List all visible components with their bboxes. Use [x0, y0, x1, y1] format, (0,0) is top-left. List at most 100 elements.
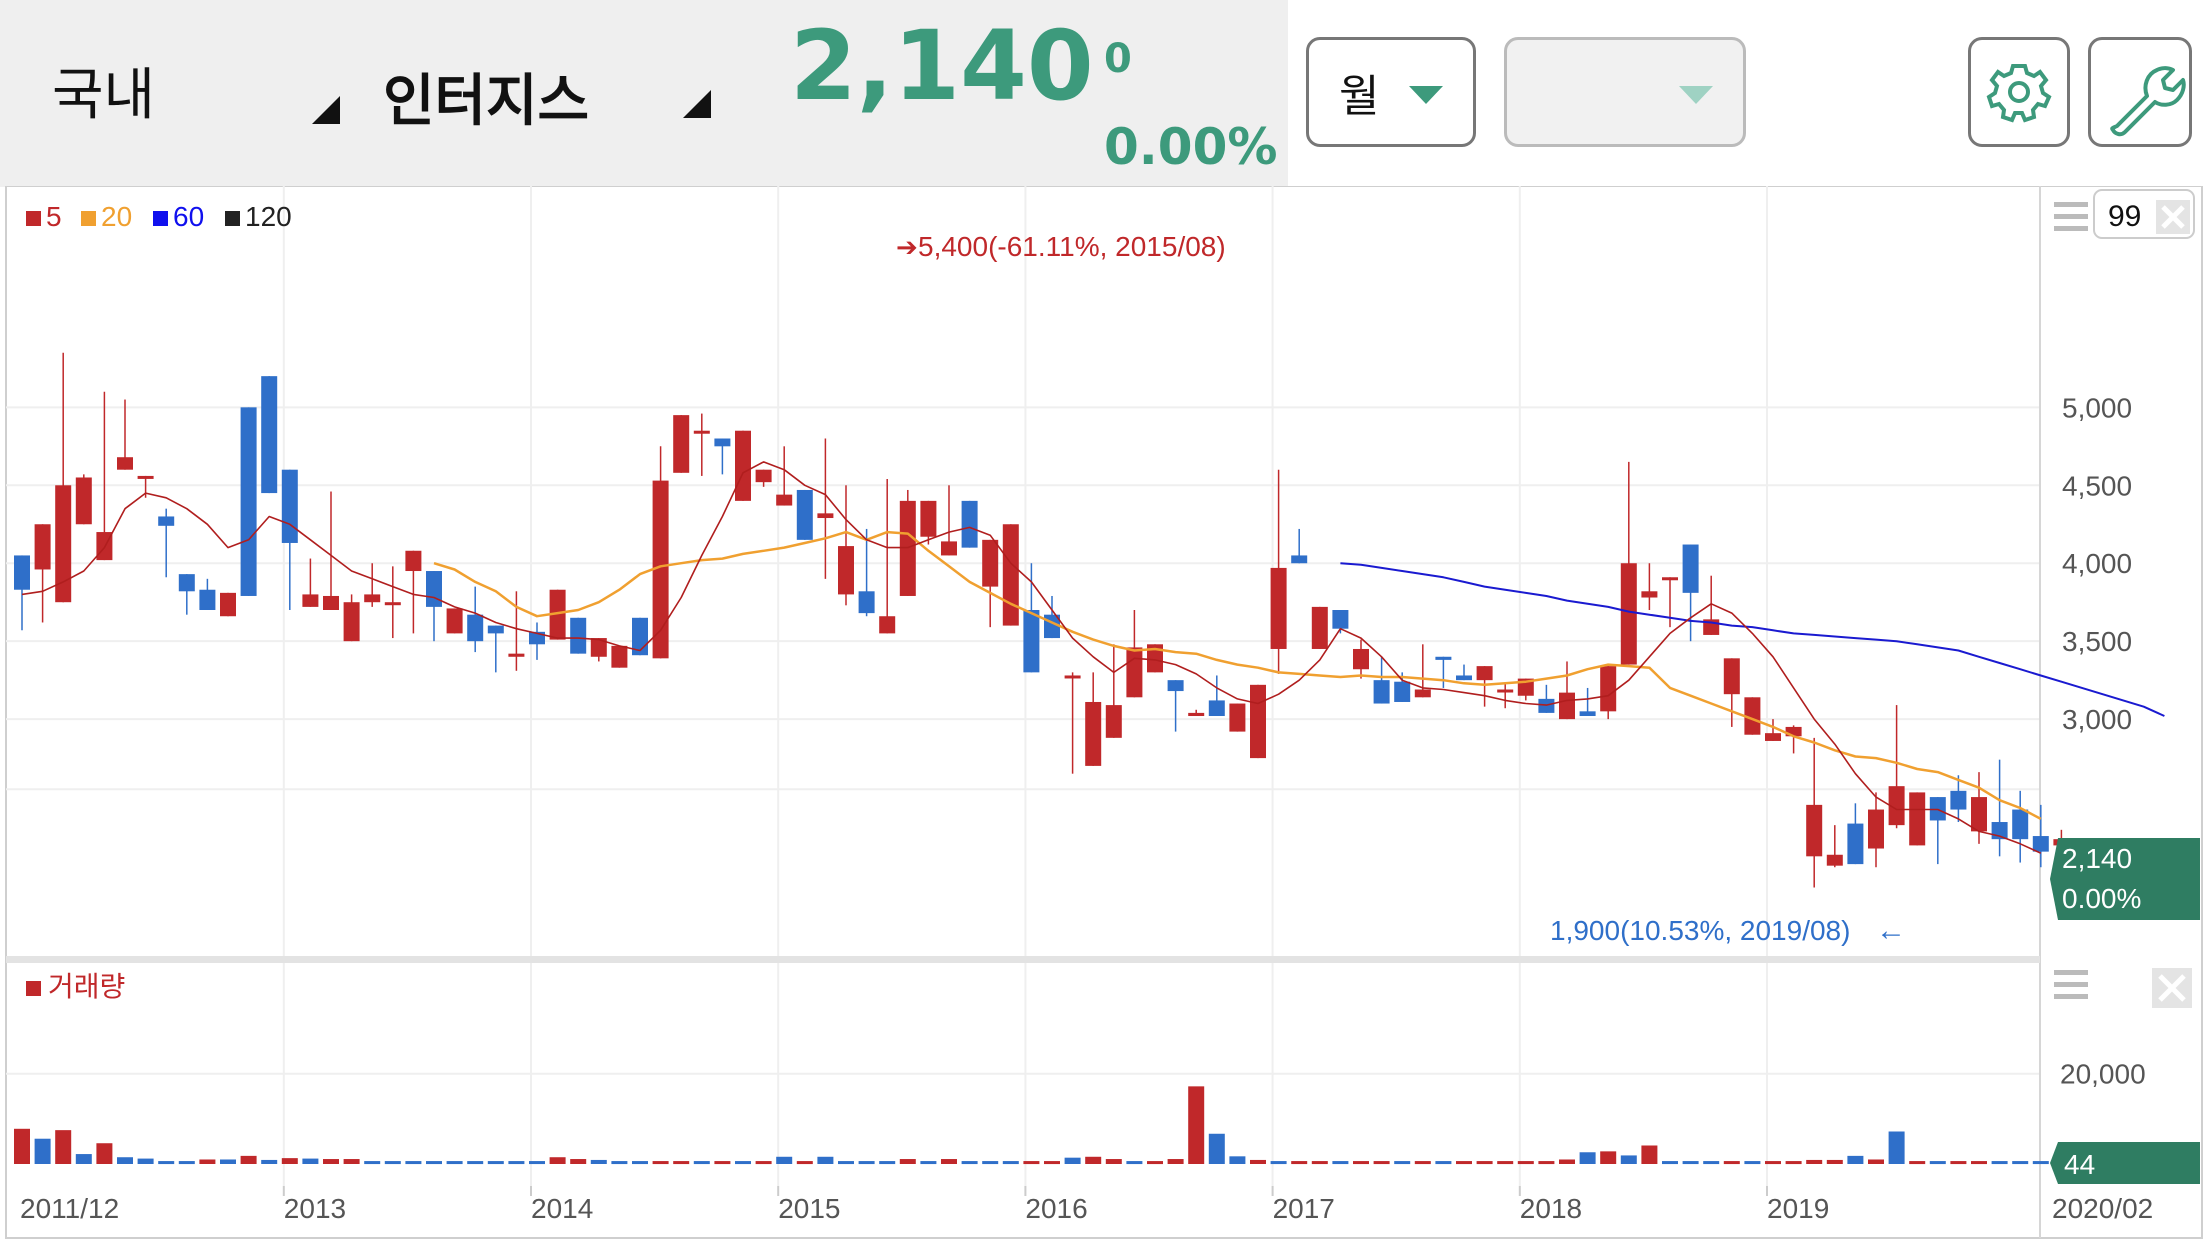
volume-bar: [529, 1161, 545, 1165]
x-tick-label: 2017: [1273, 1193, 1335, 1224]
candle-body: [158, 516, 175, 526]
volume-bar: [96, 1143, 113, 1164]
volume-bar: [220, 1159, 236, 1164]
quote-header: 국내 인터지스 2,140 0 0.00%: [0, 0, 1288, 187]
volume-bar: [693, 1161, 710, 1165]
volume-bar: [14, 1128, 30, 1164]
volume-bar: [982, 1161, 999, 1165]
candle-body: [1579, 711, 1596, 717]
candle-body: [1971, 797, 1987, 832]
candle-body: [1250, 684, 1266, 759]
volume-bar: [1497, 1161, 1514, 1165]
last-price-label: 2,140: [2062, 843, 2132, 874]
y-tick-label: 20,000: [2060, 1059, 2146, 1090]
volume-bar: [1826, 1159, 1843, 1164]
volume-bar: [838, 1161, 854, 1165]
volume-bar: [1579, 1152, 1596, 1164]
legend-label: 거래량: [48, 971, 125, 1002]
legend-swatch: [153, 211, 168, 226]
volume-bar: [343, 1159, 360, 1164]
volume-bar: [899, 1159, 916, 1164]
volume-bar: [570, 1159, 587, 1164]
volume-bar: [1229, 1156, 1246, 1164]
candle-body: [1785, 726, 1802, 737]
y-tick-label: 4,500: [2062, 470, 2132, 501]
stock-chart[interactable]: 5 20 60 120 거래량 3,000 3,500 4,000 4,500 5,000 20…: [0, 186, 2208, 1242]
candle-body: [1723, 658, 1740, 695]
volume-bar: [117, 1157, 133, 1164]
candle-body: [1229, 703, 1246, 732]
candle-body: [1868, 809, 1884, 849]
candle-body: [1909, 792, 1926, 846]
volume-bar: [323, 1159, 339, 1164]
indicator-select[interactable]: [1504, 37, 1746, 147]
volume-bar: [199, 1159, 216, 1164]
market-selector[interactable]: 국내: [52, 63, 156, 128]
volume-bar: [1023, 1161, 1040, 1165]
volume-bar: [920, 1161, 937, 1165]
candle-body: [1662, 577, 1678, 581]
volume-bar: [1785, 1161, 1802, 1165]
pane-splitter[interactable]: [6, 956, 2040, 963]
hamburger-icon[interactable]: [2054, 970, 2088, 975]
stock-dropdown-icon[interactable]: [683, 90, 711, 118]
candle-body: [899, 500, 916, 596]
x-tick-label: 2019: [1767, 1193, 1829, 1224]
volume-bar: [487, 1161, 504, 1165]
chevron-down-icon: [1679, 86, 1713, 104]
candle-body: [240, 407, 257, 596]
legend: 5 20 60 120 거래량: [26, 201, 292, 1002]
volume-bar: [1085, 1156, 1102, 1164]
volume-bar: [178, 1161, 195, 1165]
candle-body: [405, 550, 422, 572]
volume-pane-menu[interactable]: [2054, 970, 2088, 999]
volume-bar: [75, 1154, 92, 1164]
stock-name[interactable]: 인터지스: [383, 69, 590, 134]
volume-bar: [1888, 1131, 1905, 1164]
candle-body: [1806, 804, 1823, 857]
settings-button[interactable]: [1968, 37, 2070, 147]
volume-bar: [1105, 1159, 1122, 1164]
volume-bar: [137, 1158, 154, 1164]
candle-body: [1847, 823, 1864, 865]
candle-body: [1126, 647, 1143, 698]
volume-bar: [549, 1157, 566, 1164]
volume-bar: [384, 1161, 401, 1165]
ma20-line: [433, 530, 2042, 821]
period-label: 월: [1339, 71, 1380, 122]
y-tick-label: 4,000: [2062, 548, 2132, 579]
legend-label: 20: [101, 201, 132, 232]
volume-bar: [817, 1156, 834, 1164]
volume-bar: [1414, 1161, 1431, 1165]
volume-bar: [1311, 1161, 1328, 1165]
volume-pane-close[interactable]: [2152, 968, 2192, 1008]
candle-body: [487, 625, 504, 634]
legend-swatch: [225, 211, 240, 226]
candle-body: [14, 555, 30, 590]
volume-bar: [55, 1130, 72, 1164]
hamburger-icon[interactable]: [2054, 202, 2088, 207]
volume-bar: [1476, 1161, 1493, 1165]
price-pane-menu[interactable]: [2054, 202, 2088, 231]
candle-body: [323, 595, 339, 610]
candle-body: [261, 376, 278, 494]
min-annotation: 1,900(10.53%, 2019/08): [1550, 915, 1850, 946]
volume-bar: [1044, 1161, 1060, 1165]
candle-body: [1414, 689, 1431, 698]
candle-body: [1620, 563, 1637, 665]
candle-body: [1600, 666, 1617, 712]
period-select[interactable]: 월: [1306, 37, 1476, 147]
candle-body: [1682, 544, 1699, 593]
y-tick-label: 3,500: [2062, 626, 2132, 657]
volume-bar: [1847, 1155, 1864, 1164]
volume-bar: [1332, 1161, 1349, 1165]
tools-button[interactable]: [2088, 37, 2192, 147]
zoom-box[interactable]: 99: [2093, 189, 2195, 239]
candle-body: [1765, 733, 1781, 741]
volume-bar: [1147, 1161, 1163, 1165]
candle-body: [1744, 697, 1761, 735]
candles: [14, 352, 2070, 888]
legend-swatch: [26, 211, 41, 226]
volume-bar: [1126, 1161, 1143, 1165]
market-dropdown-icon[interactable]: [312, 96, 340, 124]
